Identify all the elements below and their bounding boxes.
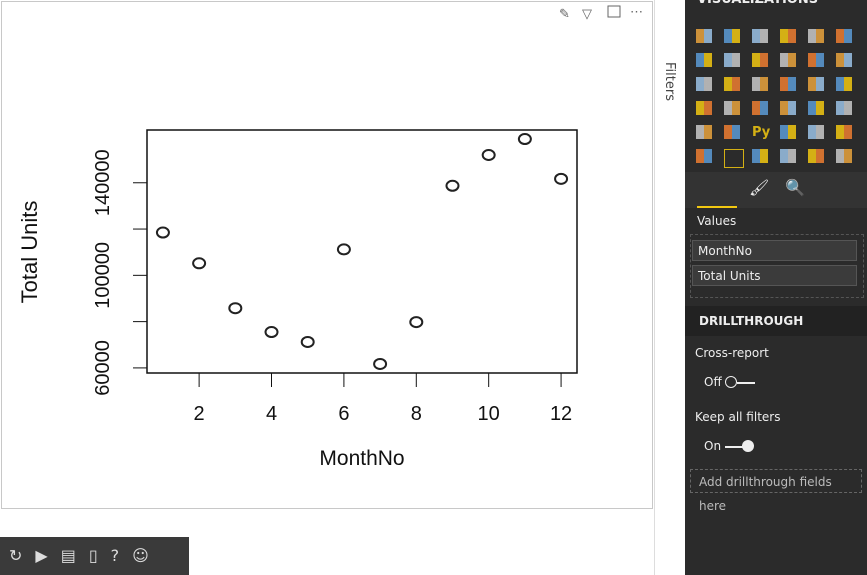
- toggle-track: [737, 382, 755, 384]
- focus-icon[interactable]: [607, 5, 621, 18]
- visual-icon[interactable]: [780, 101, 796, 115]
- point: [409, 316, 424, 329]
- visual-icon[interactable]: [808, 125, 824, 139]
- x-tick-label: 10: [478, 403, 500, 425]
- visual-icon[interactable]: [808, 29, 824, 43]
- visual-canvas: MonthNo Total Units ✎ ▽ ⋯ 60000 100000 140…: [1, 1, 653, 509]
- visual-icon[interactable]: [780, 53, 796, 67]
- drillthrough-header: DRILLTHROUGH: [685, 306, 867, 336]
- values-label: Values: [697, 214, 737, 228]
- visual-icon[interactable]: [836, 53, 852, 67]
- values-well: [690, 234, 864, 298]
- fields-tab[interactable]: [697, 176, 737, 208]
- visual-header-icons[interactable]: ✎ ▽ ⋯: [559, 4, 643, 21]
- visual-icon[interactable]: [724, 101, 740, 115]
- point: [481, 148, 496, 161]
- visual-icon[interactable]: [836, 149, 852, 163]
- pane-tabs: 🖌 🔍: [685, 172, 867, 208]
- point: [517, 133, 532, 146]
- toggle-track: [725, 446, 743, 448]
- visual-icon[interactable]: [724, 77, 740, 91]
- point: [373, 357, 388, 370]
- visual-icon[interactable]: [836, 125, 852, 139]
- keep-filters-label: Keep all filters: [695, 410, 781, 424]
- visual-icon[interactable]: [696, 29, 712, 43]
- toggle-on-label: On: [704, 439, 722, 453]
- visual-icon[interactable]: [808, 53, 824, 67]
- visual-icon[interactable]: [724, 53, 740, 67]
- toggle-off[interactable]: [725, 376, 737, 388]
- drillthrough-well[interactable]: Add drillthrough fields here: [690, 469, 862, 513]
- x-tick-label: 8: [411, 403, 422, 425]
- visual-icon[interactable]: [696, 125, 712, 139]
- visual-icon[interactable]: [836, 29, 852, 43]
- filter-icon[interactable]: ▽: [582, 6, 592, 21]
- analytics-tab[interactable]: 🔍: [785, 178, 805, 197]
- visual-icon[interactable]: [752, 29, 768, 43]
- point: [445, 179, 460, 192]
- more-icon[interactable]: ⋯: [630, 4, 643, 19]
- toolbar-icons[interactable]: ↻▶▤▯?☺: [9, 546, 162, 565]
- visual-icon[interactable]: [780, 125, 796, 139]
- visual-icon[interactable]: [780, 77, 796, 91]
- bottom-toolbar: ↻▶▤▯?☺: [0, 537, 189, 575]
- toggle-on[interactable]: [742, 440, 754, 452]
- visualizations-pane: VISUALIZATIONS Py 🖌 🔍 Values MonthNo Tot…: [685, 0, 867, 575]
- y-tick-label: 140000: [92, 149, 114, 216]
- chart: MonthNo Total Units ✎ ▽ ⋯ 60000 100000 140…: [17, 4, 643, 470]
- point: [554, 172, 569, 185]
- visual-icon[interactable]: [724, 29, 740, 43]
- y-tick-label: 60000: [92, 340, 114, 396]
- visual-icon[interactable]: [724, 125, 740, 139]
- visual-icon[interactable]: [836, 77, 852, 91]
- point: [336, 243, 351, 256]
- field-pill[interactable]: Total Units: [692, 265, 857, 286]
- visual-icon[interactable]: [752, 53, 768, 67]
- filters-strip[interactable]: Filters: [654, 0, 685, 575]
- toggle-off-label: Off: [704, 375, 722, 389]
- visual-icon[interactable]: [780, 149, 796, 163]
- visual-icon[interactable]: [836, 101, 852, 115]
- format-tab[interactable]: 🖌: [749, 178, 770, 197]
- visual-icon[interactable]: [752, 149, 768, 163]
- visual-icon[interactable]: [696, 149, 712, 163]
- visual-icon[interactable]: [696, 53, 712, 67]
- point: [155, 226, 170, 239]
- visual-icon-grid: Py: [693, 26, 863, 171]
- pin-icon[interactable]: ✎: [559, 6, 570, 21]
- plot-box: [146, 129, 578, 374]
- drillthrough-title: DRILLTHROUGH: [699, 314, 804, 328]
- visual-icon[interactable]: [808, 77, 824, 91]
- x-tick-label: 12: [550, 403, 572, 425]
- field-pill[interactable]: MonthNo: [692, 240, 857, 261]
- point: [300, 335, 315, 348]
- visual-icon[interactable]: [808, 101, 824, 115]
- filters-label[interactable]: Filters: [662, 62, 677, 101]
- point: [192, 257, 207, 270]
- x-tick-label: 6: [338, 403, 349, 425]
- pane-title: VISUALIZATIONS: [697, 0, 818, 7]
- cross-report-label: Cross-report: [695, 346, 769, 360]
- visual-icon[interactable]: [808, 149, 824, 163]
- visual-icon[interactable]: [752, 101, 768, 115]
- visual-icon[interactable]: [696, 77, 712, 91]
- visual-icon[interactable]: [752, 77, 768, 91]
- y-tick-label: 100000: [92, 242, 114, 309]
- y-axis-label: Total Units: [17, 201, 42, 304]
- visual-icon[interactable]: [696, 101, 712, 115]
- visual-icon[interactable]: Py: [752, 125, 771, 140]
- point: [264, 326, 279, 339]
- visual-icon[interactable]: [724, 149, 744, 168]
- x-tick-label: 2: [194, 403, 205, 425]
- point: [228, 302, 243, 315]
- x-axis-label: MonthNo: [319, 447, 404, 470]
- visual-icon[interactable]: [780, 29, 796, 43]
- x-tick-label: 4: [266, 403, 277, 425]
